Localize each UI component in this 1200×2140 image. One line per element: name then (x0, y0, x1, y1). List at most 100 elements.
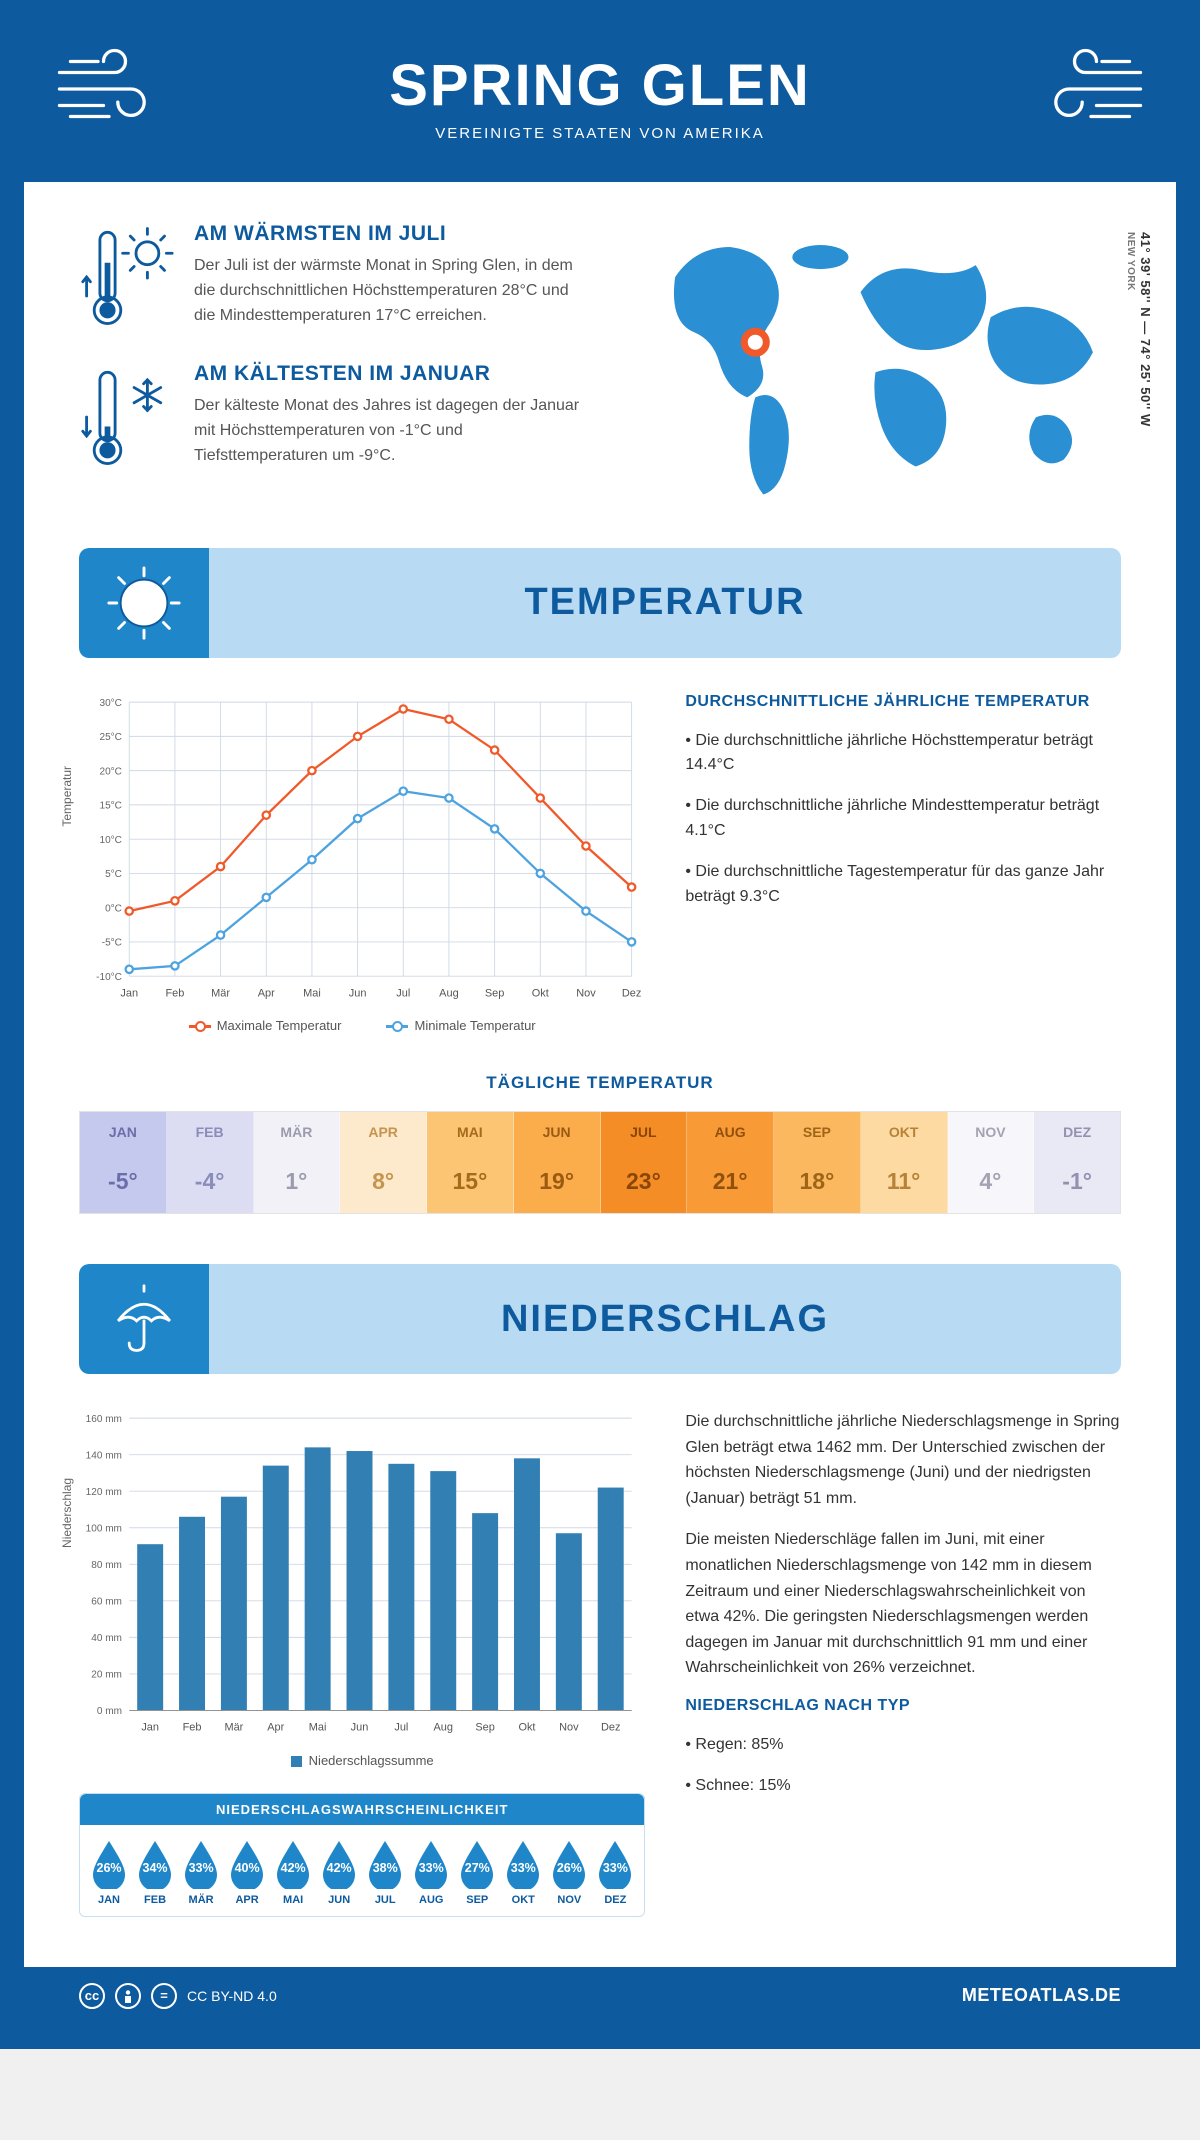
svg-text:Dez: Dez (601, 1722, 620, 1734)
raindrop-icon: 26% (548, 1839, 590, 1889)
svg-text:Mär: Mär (224, 1722, 243, 1734)
coordinates: 41° 39' 58'' N — 74° 25' 50'' W NEW YORK (1123, 232, 1153, 427)
precip-summary-column: Die durchschnittliche jährliche Niedersc… (685, 1409, 1121, 1917)
temp-cell: FEB-4° (167, 1112, 254, 1213)
precipitation-row: Niederschlag 0 mm20 mm40 mm60 mm80 mm100… (79, 1409, 1121, 1917)
svg-text:160 mm: 160 mm (86, 1414, 122, 1425)
svg-text:Aug: Aug (439, 987, 459, 999)
svg-text:Apr: Apr (267, 1722, 284, 1734)
svg-text:Aug: Aug (433, 1722, 453, 1734)
cc-icon: cc (79, 1983, 105, 2009)
precip-probability-box: NIEDERSCHLAGSWAHRSCHEINLICHKEIT 26% JAN … (79, 1793, 645, 1917)
world-map-icon (620, 222, 1121, 503)
temp-cell: JAN-5° (80, 1112, 167, 1213)
temp-cell: DEZ-1° (1034, 1112, 1120, 1213)
summary-heading: DURCHSCHNITTLICHE JÄHRLICHE TEMPERATUR (685, 693, 1121, 711)
section-title: TEMPERATUR (209, 581, 1121, 624)
fact-warmest: AM WÄRMSTEN IM JULI Der Juli ist der wär… (79, 222, 580, 332)
svg-text:30°C: 30°C (100, 697, 122, 708)
summary-bullet: • Die durchschnittliche jährliche Höchst… (685, 729, 1121, 779)
section-title: NIEDERSCHLAG (209, 1298, 1121, 1341)
temp-cell: SEP18° (774, 1112, 861, 1213)
header: SPRING GLEN VEREINIGTE STAATEN VON AMERI… (24, 24, 1176, 182)
raindrop-icon: 33% (502, 1839, 544, 1889)
temperature-line-chart: -10°C-5°C0°C5°C10°C15°C20°C25°C30°CJanFe… (79, 693, 645, 1004)
precip-paragraph: Die durchschnittliche jährliche Niedersc… (685, 1409, 1121, 1511)
svg-text:20°C: 20°C (100, 766, 122, 777)
svg-text:15°C: 15°C (100, 800, 122, 811)
svg-text:0 mm: 0 mm (97, 1706, 122, 1717)
wind-icon (54, 44, 164, 134)
raindrop-icon: 26% (88, 1839, 130, 1889)
prob-cell: 38% JUL (362, 1839, 408, 1906)
temp-cell: JUL23° (601, 1112, 688, 1213)
svg-text:Apr: Apr (258, 987, 275, 999)
license-block: cc = CC BY-ND 4.0 (79, 1983, 277, 2009)
svg-text:140 mm: 140 mm (86, 1450, 122, 1461)
facts-column: AM WÄRMSTEN IM JULI Der Juli ist der wär… (79, 222, 580, 508)
svg-text:Dez: Dez (622, 987, 641, 999)
thermometer-snow-icon (79, 362, 174, 472)
section-precipitation: NIEDERSCHLAG (79, 1264, 1121, 1374)
section-tab (79, 548, 209, 658)
raindrop-icon: 42% (272, 1839, 314, 1889)
chart-legend: Niederschlagssumme (79, 1753, 645, 1768)
svg-text:120 mm: 120 mm (86, 1487, 122, 1498)
prob-cell: 26% JAN (86, 1839, 132, 1906)
svg-text:Jun: Jun (349, 987, 367, 999)
fact-heading: AM WÄRMSTEN IM JULI (194, 222, 580, 246)
svg-text:Jan: Jan (120, 987, 138, 999)
svg-text:10°C: 10°C (100, 834, 122, 845)
temp-cell: OKT11° (861, 1112, 948, 1213)
raindrop-icon: 27% (456, 1839, 498, 1889)
legend-item: Maximale Temperatur (189, 1018, 342, 1033)
precipitation-bar-chart: 0 mm20 mm40 mm60 mm80 mm100 mm120 mm140 … (79, 1409, 645, 1738)
content: AM WÄRMSTEN IM JULI Der Juli ist der wär… (24, 182, 1176, 1967)
temp-cell: MAI15° (427, 1112, 514, 1213)
temp-cell: JUN19° (514, 1112, 601, 1213)
raindrop-icon: 40% (226, 1839, 268, 1889)
raindrop-icon: 33% (180, 1839, 222, 1889)
fact-text: Der kälteste Monat des Jahres ist dagege… (194, 394, 580, 468)
temp-cell: AUG21° (687, 1112, 774, 1213)
svg-text:Mai: Mai (309, 1722, 327, 1734)
by-icon (115, 1983, 141, 2009)
temp-cell: NOV4° (948, 1112, 1035, 1213)
umbrella-icon (107, 1282, 181, 1356)
footer: cc = CC BY-ND 4.0 METEOATLAS.DE (24, 1967, 1176, 2025)
raindrop-icon: 38% (364, 1839, 406, 1889)
map-column: 41° 39' 58'' N — 74° 25' 50'' W NEW YORK (620, 222, 1121, 508)
license-text: CC BY-ND 4.0 (187, 1988, 277, 2004)
y-axis-label: Niederschlag (60, 1478, 74, 1548)
fact-coldest: AM KÄLTESTEN IM JANUAR Der kälteste Mona… (79, 362, 580, 472)
prob-cell: 34% FEB (132, 1839, 178, 1906)
site-name: METEOATLAS.DE (962, 1985, 1121, 2006)
temperature-row: Temperatur -10°C-5°C0°C5°C10°C15°C20°C25… (79, 693, 1121, 1034)
svg-text:Okt: Okt (532, 987, 549, 999)
svg-text:20 mm: 20 mm (91, 1670, 122, 1681)
precip-paragraph: Die meisten Niederschläge fallen im Juni… (685, 1527, 1121, 1681)
svg-text:Okt: Okt (518, 1722, 535, 1734)
prob-cell: 33% OKT (500, 1839, 546, 1906)
page-subtitle: VEREINIGTE STAATEN VON AMERIKA (44, 125, 1156, 142)
type-bullet: • Schnee: 15% (685, 1774, 1121, 1799)
legend-item: Minimale Temperatur (386, 1018, 535, 1033)
raindrop-icon: 33% (410, 1839, 452, 1889)
prob-heading: NIEDERSCHLAGSWAHRSCHEINLICHKEIT (80, 1794, 644, 1825)
svg-text:Nov: Nov (559, 1722, 579, 1734)
temp-summary-column: DURCHSCHNITTLICHE JÄHRLICHE TEMPERATUR •… (685, 693, 1121, 1034)
prob-cell: 33% DEZ (592, 1839, 638, 1906)
svg-text:Jul: Jul (394, 1722, 408, 1734)
raindrop-icon: 33% (594, 1839, 636, 1889)
svg-text:Sep: Sep (485, 987, 504, 999)
type-bullet: • Regen: 85% (685, 1733, 1121, 1758)
svg-text:-5°C: -5°C (102, 937, 122, 948)
temp-chart-column: Temperatur -10°C-5°C0°C5°C10°C15°C20°C25… (79, 693, 645, 1034)
precip-chart-column: Niederschlag 0 mm20 mm40 mm60 mm80 mm100… (79, 1409, 645, 1917)
svg-text:5°C: 5°C (105, 869, 122, 880)
prob-cell: 40% APR (224, 1839, 270, 1906)
raindrop-icon: 34% (134, 1839, 176, 1889)
svg-text:Jan: Jan (141, 1722, 159, 1734)
svg-text:-10°C: -10°C (96, 971, 122, 982)
prob-cell: 33% AUG (408, 1839, 454, 1906)
